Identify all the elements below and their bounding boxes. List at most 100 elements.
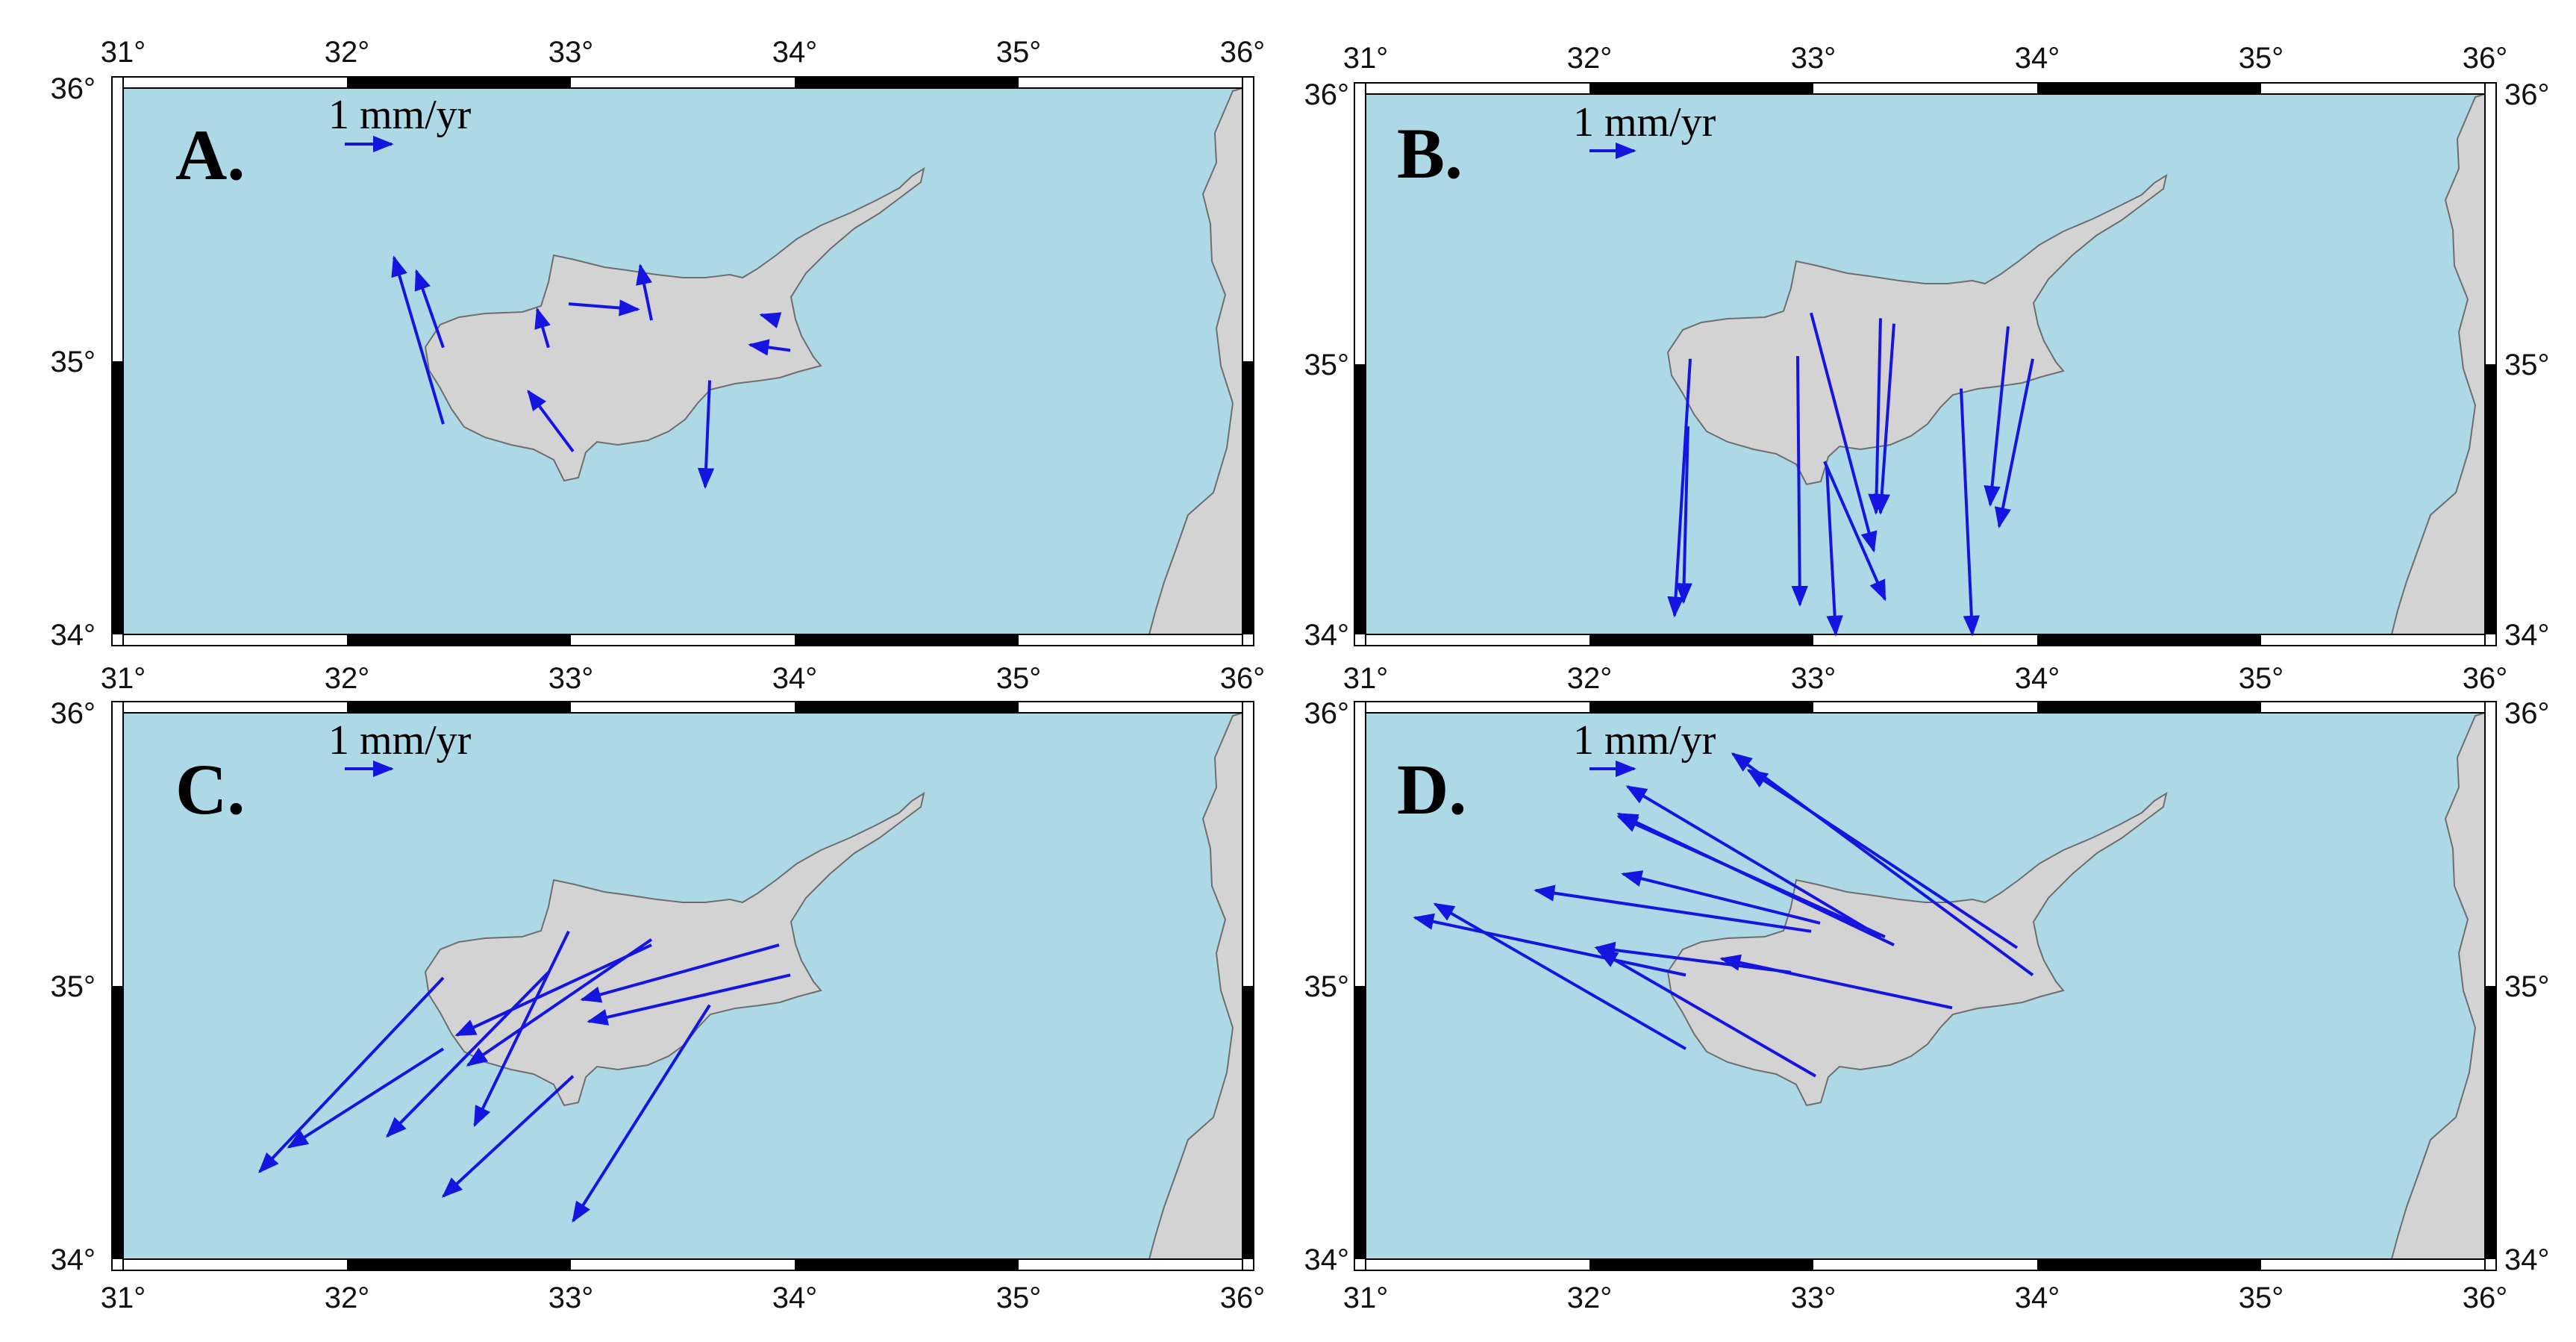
lon-tick-label: 35° — [2239, 1282, 2284, 1314]
panel-label: A. — [175, 115, 245, 195]
land-cyprus — [1666, 173, 2168, 486]
lon-tick-label: 33° — [548, 36, 594, 69]
frame-bottom — [1354, 1258, 2497, 1271]
frame-segment — [1242, 986, 1254, 1259]
lon-tick-label: 34° — [772, 36, 818, 69]
velocity-vector-arrow — [1433, 902, 1686, 1050]
lon-tick-label: 31° — [101, 662, 146, 695]
panel-label: C. — [175, 749, 245, 829]
map-border — [122, 712, 1243, 1260]
velocity-vector-arrow — [1868, 318, 1885, 515]
lat-tick-label: 36° — [51, 72, 96, 105]
lon-tick-label: 32° — [1567, 662, 1613, 695]
lat-tick-label: 34° — [1304, 1243, 1350, 1276]
frame-segment — [795, 702, 1019, 713]
lat-tick-label: 35° — [51, 346, 96, 378]
velocity-vector-arrow — [466, 938, 653, 1067]
frame-bottom — [111, 634, 1254, 646]
lat-tick-label: 35° — [1304, 349, 1350, 381]
scale-label: 1 mm/yr — [328, 717, 472, 764]
frame-segment — [2037, 634, 2261, 646]
frame-top — [1354, 82, 2497, 95]
velocity-vector-arrow — [527, 390, 575, 452]
frame-bottom — [1354, 634, 2497, 646]
velocity-vectors — [1667, 312, 2034, 637]
velocity-vector-arrow — [1667, 358, 1692, 618]
frame-segment — [347, 77, 571, 88]
lat-tick-label: 34° — [51, 619, 96, 652]
velocity-vector-arrow — [1731, 752, 2034, 976]
velocity-vector-arrow — [636, 263, 653, 321]
lat-tick-label: 34° — [1304, 619, 1350, 652]
lat-tick-label: 35° — [51, 970, 96, 1003]
velocity-vector-arrow — [580, 943, 780, 1003]
lat-tick-label: 34° — [2504, 619, 2550, 652]
lat-tick-label: 35° — [1304, 970, 1350, 1003]
land-east-coast — [2390, 93, 2486, 635]
frame-segment — [2485, 364, 2496, 634]
lon-tick-label: 32° — [325, 662, 370, 695]
frame-segment — [347, 634, 571, 646]
velocity-vector-arrow — [1825, 466, 1843, 637]
lon-tick-label: 31° — [1343, 42, 1389, 75]
scale-label: 1 mm/yr — [1573, 99, 1716, 146]
velocity-vector-arrow — [441, 1075, 575, 1198]
lat-tick-label: 36° — [2504, 78, 2550, 111]
lon-tick-label: 34° — [2015, 662, 2060, 695]
velocity-vector-arrow — [287, 1047, 445, 1149]
frame-segment — [2485, 986, 2496, 1259]
map-border — [1365, 93, 2486, 635]
lon-tick-label: 35° — [996, 36, 1042, 69]
scale-label: 1 mm/yr — [1573, 717, 1716, 764]
lon-tick-label: 33° — [1791, 662, 1836, 695]
velocity-vector-arrow — [1534, 884, 1812, 933]
lat-tick-label: 36° — [1304, 78, 1350, 111]
frame-top — [111, 76, 1254, 89]
map-panel-c: 31° 32° 33° 34° 35° 36° 31° 32° 33° 34° … — [51, 662, 1266, 1314]
lon-tick-label: 32° — [325, 1282, 370, 1314]
velocity-vector-arrow — [748, 339, 791, 356]
velocity-vectors — [258, 930, 791, 1223]
velocity-vector-arrow — [587, 973, 791, 1026]
lon-tick-label: 36° — [1220, 1282, 1266, 1314]
frame-segment — [795, 1259, 1019, 1270]
lon-tick-label: 36° — [2463, 42, 2508, 75]
velocity-vector-arrow — [1823, 461, 1886, 602]
map-border — [122, 87, 1243, 635]
lon-tick-label: 31° — [1343, 662, 1389, 695]
lon-tick-label: 36° — [1220, 662, 1266, 695]
lon-tick-label: 36° — [2463, 1282, 2508, 1314]
velocity-vector-arrow — [1810, 312, 1878, 553]
land-east-coast — [1148, 87, 1243, 635]
lon-tick-label: 31° — [1343, 1282, 1389, 1314]
panel-label: D. — [1397, 749, 1466, 829]
land-cyprus — [1666, 791, 2168, 1107]
frame-segment — [112, 986, 123, 1259]
velocity-vector-arrow — [1791, 356, 1808, 607]
frame-segment — [795, 77, 1019, 88]
lon-tick-label: 32° — [325, 36, 370, 69]
velocity-vector-arrow — [534, 307, 551, 349]
velocity-vector-arrow — [391, 255, 445, 425]
frame-segment — [1354, 364, 1366, 634]
lon-tick-label: 31° — [101, 1282, 146, 1314]
lon-tick-label: 33° — [1791, 42, 1836, 75]
velocity-vector-arrow — [1994, 358, 2034, 528]
lon-tick-label: 33° — [548, 662, 594, 695]
frame-segment — [1589, 1259, 1813, 1270]
velocity-vector-arrow — [1719, 954, 1953, 1010]
lat-tick-label: 34° — [51, 1243, 96, 1276]
velocity-vector-arrow — [1596, 949, 1817, 1078]
velocity-vector-arrow — [1616, 815, 1886, 938]
lat-tick-label: 36° — [1304, 697, 1350, 730]
lon-tick-label: 36° — [1220, 36, 1266, 69]
frame-segment — [1589, 634, 1813, 646]
lon-tick-label: 32° — [1567, 42, 1613, 75]
velocity-vector-arrow — [1873, 323, 1895, 515]
lat-tick-label: 36° — [2504, 697, 2550, 730]
velocity-vector-arrow — [1413, 913, 1686, 977]
lat-tick-label: 35° — [2504, 349, 2550, 381]
velocity-vector-arrow — [697, 380, 715, 490]
land-cyprus — [424, 166, 925, 482]
